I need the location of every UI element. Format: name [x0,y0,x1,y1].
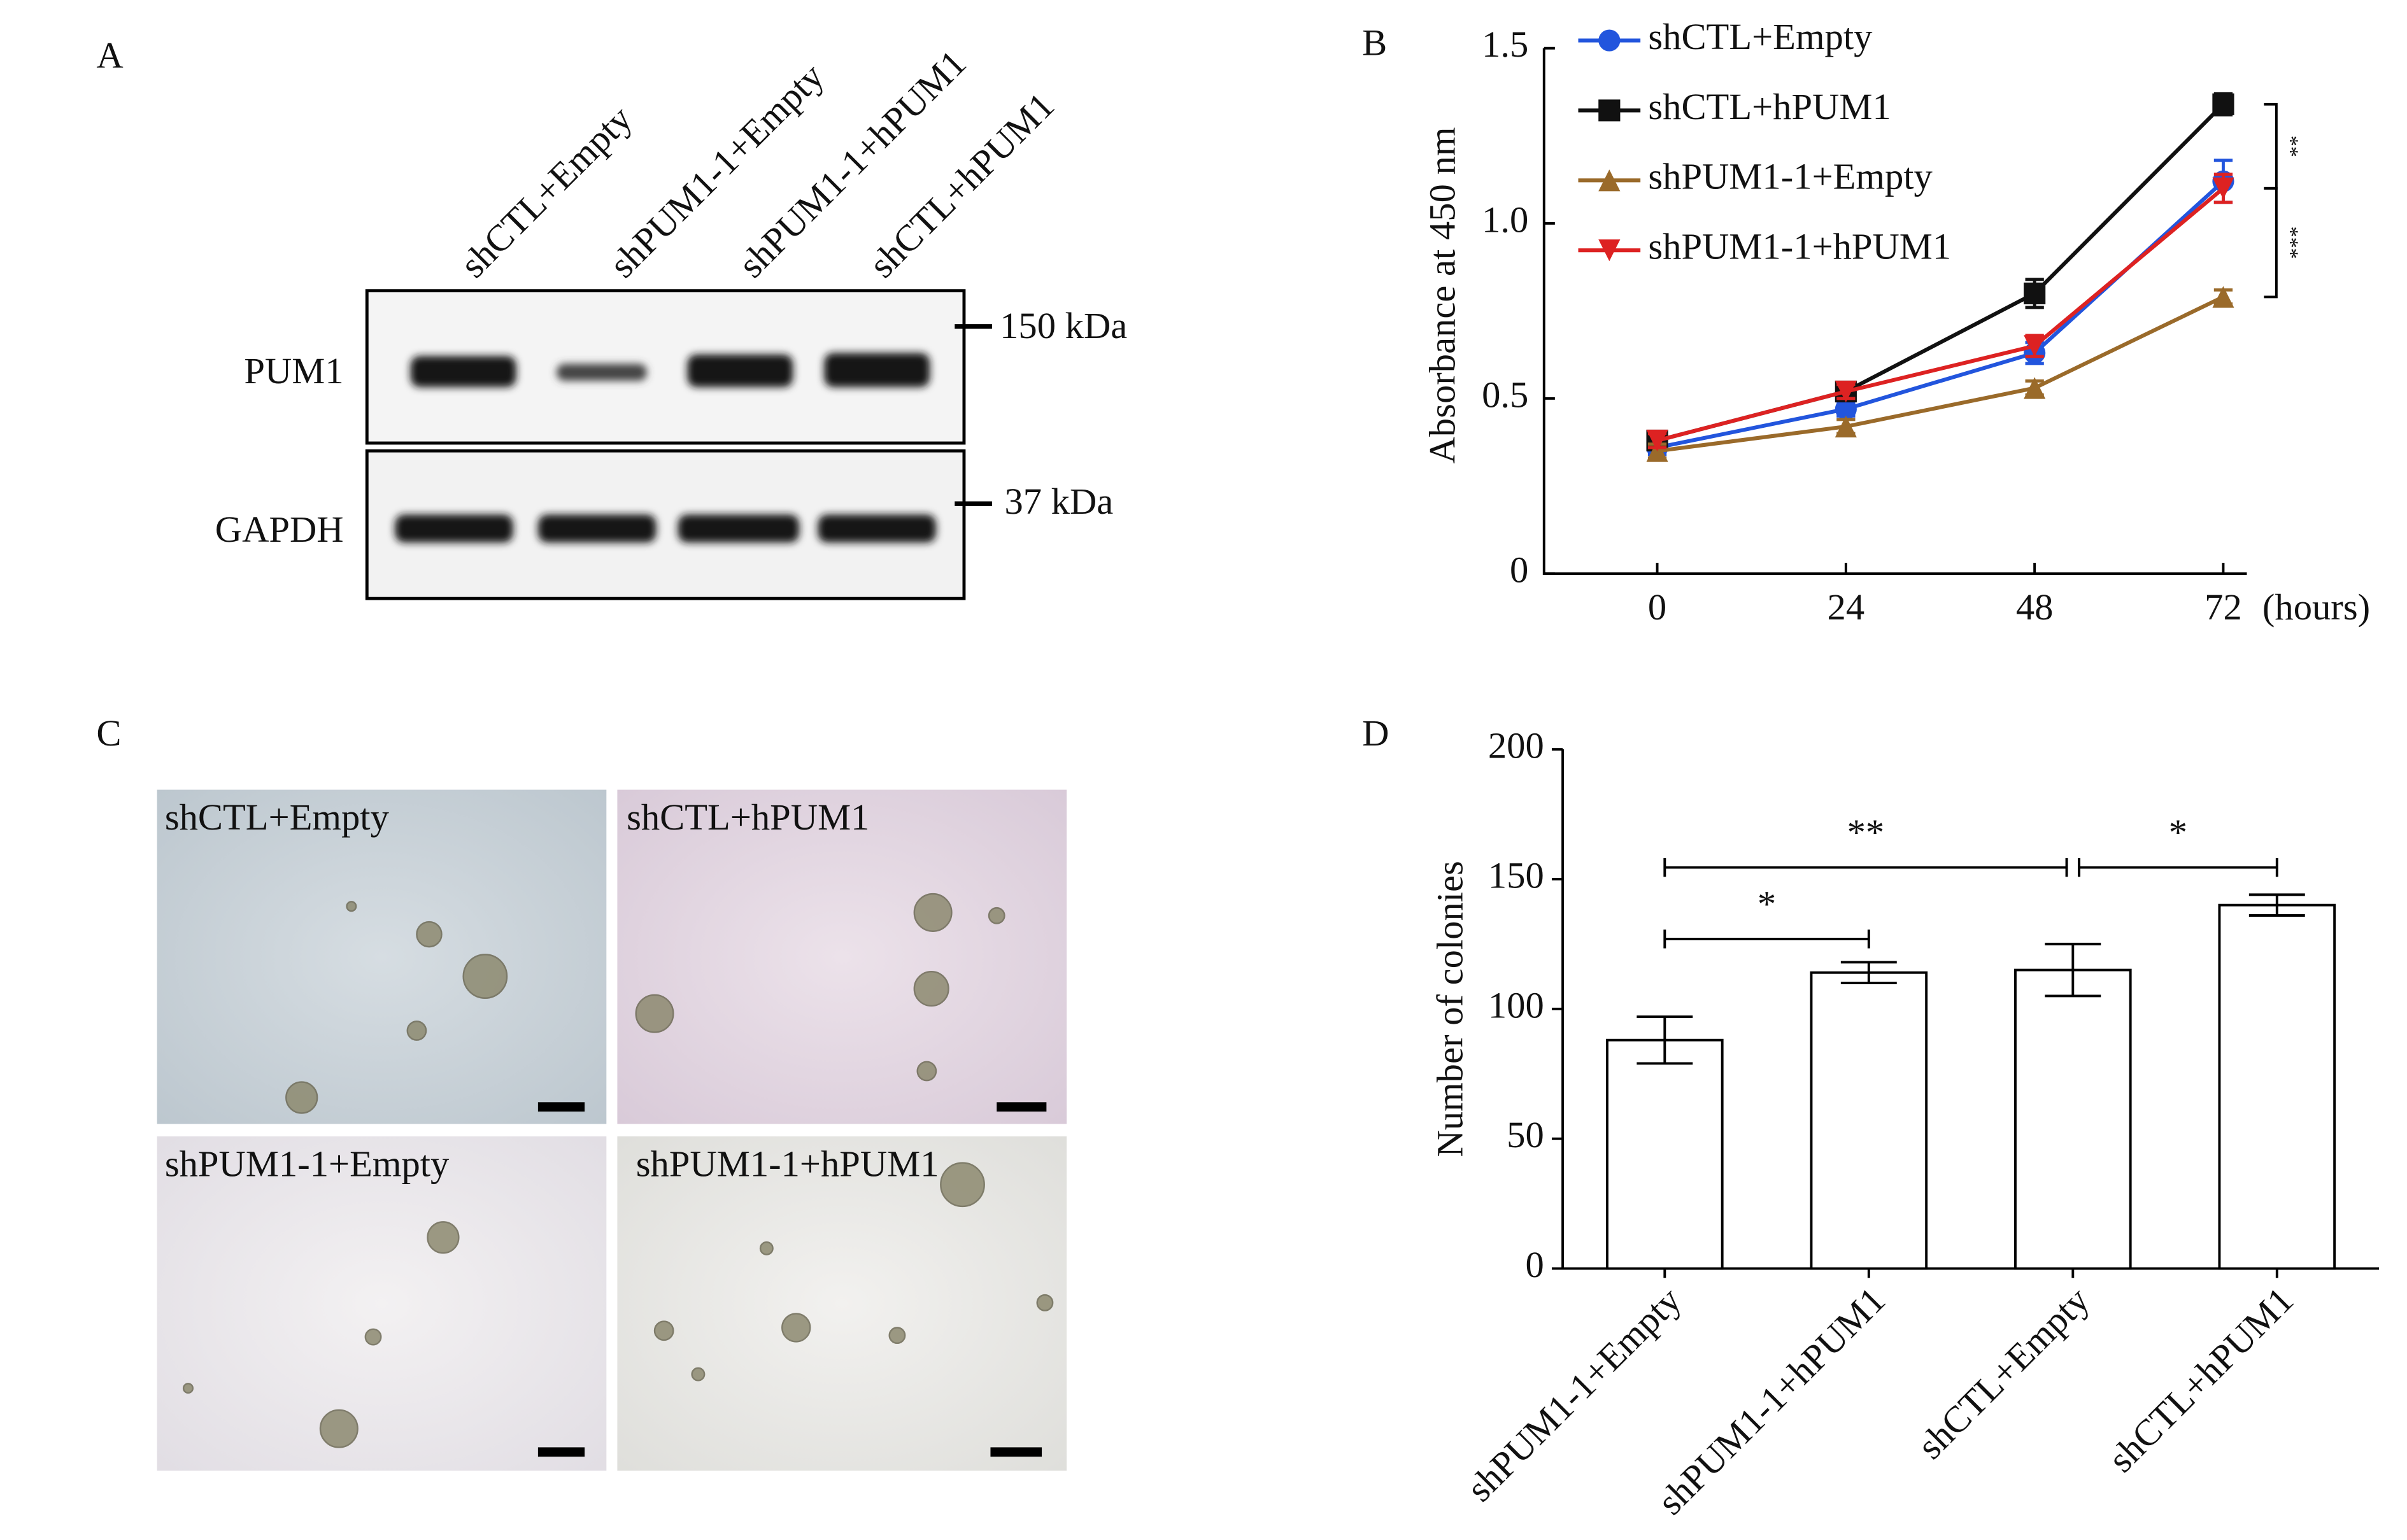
significance-label: ** [2279,136,2303,157]
legend-marker [1598,99,1621,122]
marker [1835,398,1857,420]
y-tick-label: 100 [1488,984,1544,1026]
marker [2212,177,2234,199]
scale-bar [537,1102,585,1112]
western-blot: shCTL+Empty shPUM1-1+Empty shPUM1-1+hPUM… [215,42,1127,600]
micrographs: shCTL+Empty shCTL+hPUM1 shPUM1-1+Empty s… [157,789,1067,1471]
bands [395,353,936,543]
series-line [1656,187,2225,442]
micrograph-label: shCTL+Empty [165,796,390,838]
error-bar [1637,1015,1693,1065]
lane-label: shPUM1-1+hPUM1 [730,42,974,285]
scale-bar [990,1447,1042,1457]
lane-label: shPUM1-1+Empty [602,55,832,285]
legend-marker [1598,29,1621,52]
marker-label: 150 kDa [1000,305,1127,346]
significance-label: * [2169,812,2187,853]
bar [1810,971,1928,1270]
micrograph-label: shCTL+hPUM1 [627,796,869,838]
error-bar [1840,961,1897,984]
y-tick-label: 0 [1510,549,1528,591]
marker [1835,415,1857,438]
x-tick-label: 24 [1828,586,1865,628]
micrograph [617,1136,1067,1471]
marker [2212,93,2234,115]
x-tick-label: 0 [1648,586,1666,628]
bar [2218,903,2336,1270]
panel-label: D [1362,712,1389,754]
marker [1835,380,1857,403]
micrograph-label: shPUM1-1+Empty [165,1143,450,1184]
error-bar [2045,942,2101,998]
significance-bracket [2264,187,2278,299]
y-axis-label: Absorbance at 450 nm [1421,127,1463,464]
legend-label: shCTL+hPUM1 [1648,86,1891,127]
y-axis-label: Number of colonies [1430,861,1471,1157]
colonies [182,893,1054,1448]
marker [2024,282,2046,305]
micrograph [157,1136,607,1471]
legend-marker [1598,239,1621,262]
bar [2014,968,2132,1270]
significance-bracket [1663,858,2068,877]
marker [2212,286,2234,308]
panel-label: C [96,712,121,754]
protein-label: PUM1 [244,350,343,392]
y-tick-label: 200 [1488,724,1544,766]
series-line [1656,102,2225,442]
x-tick-label: shPUM1-1+hPUM1 [1650,1279,1893,1522]
panel-label: B [1362,22,1387,64]
x-tick-label: shCTL+Empty [1910,1279,2098,1467]
axis [1542,48,2247,576]
micrograph [157,789,607,1124]
legend-label: shPUM1-1+hPUM1 [1648,226,1951,267]
x-tick-label: 72 [2205,586,2242,628]
y-tick-label: 0.5 [1482,374,1528,415]
x-axis-label: (hours) [2262,586,2370,628]
marker [2024,377,2046,399]
marker-label: 37 kDa [1004,481,1113,522]
legend-label: shPUM1-1+Empty [1648,156,1933,197]
micrograph [617,789,1067,1124]
marker [2024,335,2046,357]
legend-label: shCTL+Empty [1648,16,1873,57]
significance-label: * [1757,884,1776,925]
significance-label: *** [2279,226,2303,258]
protein-label: GAPDH [215,509,344,550]
panel-label: A [96,34,123,76]
bar [1606,1038,1724,1270]
scale-bar [537,1447,585,1457]
y-tick-label: 0 [1525,1244,1544,1285]
legend-marker [1598,169,1621,192]
significance-bracket [2264,102,2278,190]
micrograph-label: shPUM1-1+hPUM1 [636,1143,939,1184]
y-tick-label: 1.0 [1482,199,1528,240]
y-tick-label: 150 [1488,854,1544,896]
series-line [1657,295,2224,453]
error-bar [2248,893,2305,917]
y-tick-label: 50 [1507,1114,1544,1155]
x-tick-label: shCTL+hPUM1 [2100,1279,2301,1480]
y-tick-label: 1.5 [1482,24,1528,65]
significance-bracket [2078,858,2278,877]
significance-bracket [1663,929,1870,949]
significance-label: ** [1847,812,1885,853]
scale-bar [997,1102,1047,1112]
x-tick-label: 48 [2016,586,2054,628]
x-tick-label: shPUM1-1+Empty [1459,1279,1689,1509]
marker [1646,429,1668,452]
